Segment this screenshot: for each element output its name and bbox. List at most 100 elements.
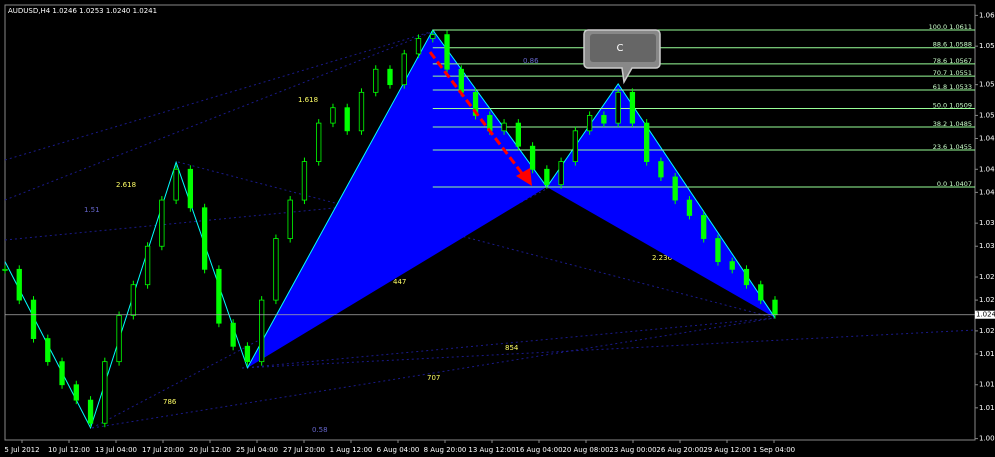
fib-label: 23.6 1.0455 (933, 143, 972, 151)
candle (430, 34, 436, 39)
x-tick-label: 16 Aug 04:00 (515, 446, 562, 454)
x-tick-label: 1 Aug 12:00 (330, 446, 373, 454)
annotation: 0.86 (523, 57, 539, 65)
candle (544, 168, 550, 186)
y-tick-label: 1.047 (979, 135, 995, 143)
candle (715, 238, 721, 263)
y-tick-label: 1.022 (979, 327, 995, 335)
y-tick-label: 1.036 (979, 219, 995, 227)
candle (743, 268, 750, 286)
candle (401, 53, 407, 86)
annotation: 1.618 (298, 96, 318, 104)
annotation: 854 (505, 344, 519, 352)
fib-label: 70.7 1.0551 (933, 69, 972, 77)
pattern-area (247, 30, 547, 368)
x-tick-label: 8 Aug 20:00 (424, 446, 467, 454)
chart-title: AUDUSD,H4 1.0246 1.0253 1.0240 1.0241 (8, 7, 157, 15)
y-tick-label: 1.04 (979, 188, 995, 196)
y-tick-label: 1.05 (979, 111, 995, 119)
candle (30, 299, 37, 339)
fib-label: 38.2 1.0485 (933, 120, 972, 128)
candle (116, 315, 122, 363)
candle (87, 399, 94, 424)
y-tick-label: 1.012 (979, 404, 995, 412)
candle (216, 268, 222, 324)
y-tick-label: 1.029 (979, 273, 995, 281)
plot-frame (4, 4, 976, 441)
candle (686, 199, 693, 216)
callout-inner (590, 34, 656, 62)
candle (701, 215, 707, 239)
candle (458, 68, 464, 93)
candle (159, 199, 165, 247)
fib-label: 78.6 1.0567 (933, 57, 972, 65)
candle (102, 361, 108, 424)
y-tick-label: 1.054 (979, 81, 995, 89)
x-tick-label: 1 Sep 04:00 (753, 446, 795, 454)
candle (273, 238, 279, 301)
arrow-head (516, 168, 532, 186)
fib-label: 100.0 1.0611 (929, 23, 972, 31)
candle (358, 91, 365, 132)
candle (672, 176, 678, 201)
annotation: 447 (393, 278, 406, 286)
x-tick-label: 13 Aug 12:00 (468, 446, 515, 454)
callout-label: C (617, 43, 624, 54)
candle (515, 122, 521, 147)
y-tick-label: 1.026 (979, 296, 995, 304)
annotation: 2.618 (116, 181, 136, 189)
candle (287, 199, 293, 239)
x-tick-label: 26 Aug 20:00 (656, 446, 703, 454)
candle (2, 268, 8, 271)
candle (259, 299, 265, 363)
candle (201, 207, 208, 270)
candle (444, 34, 450, 70)
y-tick-label: 1.008 (979, 435, 995, 443)
trend-arrow (428, 51, 526, 177)
price-box (975, 310, 995, 319)
candle (144, 245, 151, 286)
candle (230, 322, 236, 347)
fib-label: 88.6 1.0588 (933, 41, 972, 49)
candle (387, 68, 393, 86)
y-tick-label: 1.059 (979, 42, 995, 50)
price-label: 1.024 (976, 311, 995, 319)
candle (558, 161, 564, 186)
x-tick-label: 13 Jul 04:00 (95, 446, 137, 454)
candle (472, 91, 479, 116)
candle (658, 161, 664, 178)
fib-label: 0.0 1.0407 (937, 180, 972, 188)
candle (601, 115, 607, 124)
candle (615, 91, 621, 124)
candle (586, 115, 593, 132)
y-tick-label: 1.063 (979, 11, 995, 19)
candle (415, 38, 422, 55)
fib-label: 50.0 1.0509 (933, 101, 972, 109)
annotation: 2.236 (652, 254, 673, 262)
candle (244, 345, 251, 363)
candle (373, 68, 379, 93)
x-tick-label: 6 Aug 04:00 (377, 446, 420, 454)
x-tick-label: 5 Jul 2012 (4, 446, 39, 454)
annotation: 786 (163, 398, 177, 406)
candle (629, 91, 636, 124)
candle (59, 361, 65, 386)
x-tick-label: 17 Jul 20:00 (142, 446, 184, 454)
candle (501, 122, 507, 132)
candle (130, 284, 136, 316)
fib-label: 61.8 1.0533 (933, 83, 972, 91)
candle (330, 107, 336, 124)
y-tick-label: 1.015 (979, 381, 995, 389)
candle (45, 338, 51, 363)
candle (16, 268, 22, 301)
candle (758, 284, 764, 301)
x-tick-label: 20 Jul 12:00 (189, 446, 231, 454)
candle (187, 168, 194, 209)
candle (529, 145, 536, 170)
x-tick-label: 10 Jul 12:00 (48, 446, 90, 454)
x-tick-label: 23 Aug 00:00 (609, 446, 656, 454)
candle (572, 130, 579, 162)
candle (301, 161, 308, 201)
